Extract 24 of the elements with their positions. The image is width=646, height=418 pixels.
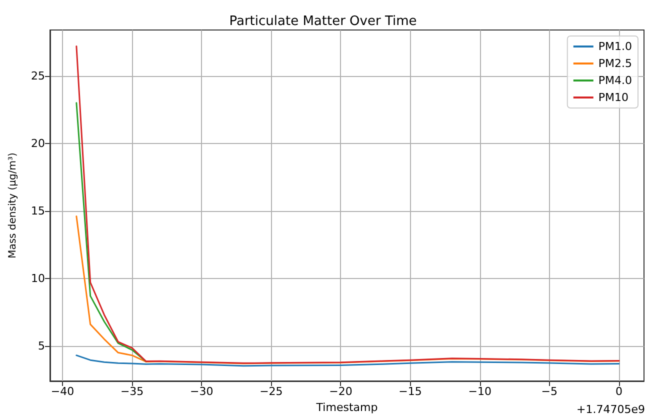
x-axis-title: Timestamp [315,401,378,414]
legend-label: PM1.0 [598,40,632,53]
text: +1.74705e9 [576,403,646,416]
x-tick-label: 0 [615,385,622,398]
x-tick-label: −30 [190,385,214,398]
line-series [76,354,620,367]
legend-label: PM2.5 [598,57,632,70]
y-tick-label: 15 [31,204,45,218]
y-tick-label: 10 [31,272,45,285]
x-tick-label: −35 [120,385,144,398]
x-tick-label: −25 [260,385,283,398]
y-tick-label: 20 [31,136,45,150]
y-tick-label: 25 [31,69,45,82]
x-tick-label: −20 [329,385,352,398]
x-tick-label: −10 [468,385,492,398]
y-tick-label: 5 [38,339,45,352]
x-tick-label: −40 [50,385,74,398]
chart-title: Particulate Matter Over Time [229,14,417,29]
legend-label: PM10 [598,91,629,104]
legend-label: PM4.0 [598,74,632,87]
x-tick-label: −15 [398,385,422,398]
line-series [76,102,147,362]
y-axis-title: Mass density (µg/m³) [8,152,18,258]
x-tick-label: −5 [541,385,558,398]
